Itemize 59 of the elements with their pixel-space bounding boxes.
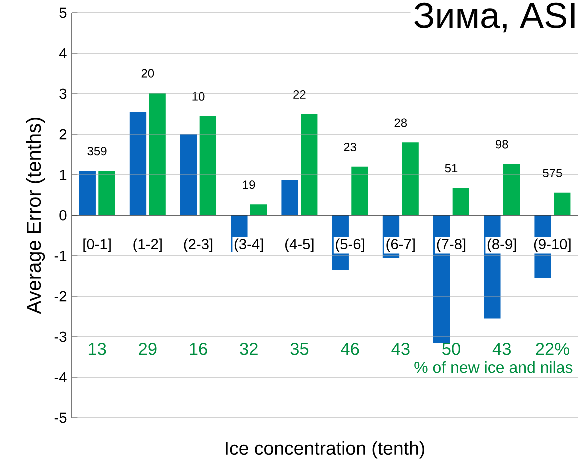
annotation: 10 [192,92,205,101]
chart-title: Зима, ASI [414,2,575,33]
y-tick-label: -3 [54,332,67,342]
bar [149,93,166,216]
y-tick-label: -1 [54,250,67,261]
y-tick-label: 3 [60,88,67,100]
bar [79,170,96,216]
y-tick-label: 2 [60,129,67,140]
bar [301,114,318,216]
annotation: 22% [536,342,570,356]
x-tick-label: [0-1] [84,238,111,252]
x-axis-title: Ice concentration (tenth) [226,441,424,459]
x-tick-label: (5-6] [336,238,364,252]
annotation: 29 [139,342,157,356]
x-tick-label: (2-3] [184,238,213,252]
y-tick-label: -5 [54,412,67,424]
annotation: 13 [88,342,106,356]
annotation: 43 [392,342,410,356]
annotation: % of new ice and nilas [414,361,573,374]
annotation: 22 [294,90,306,99]
annotation: 43 [492,342,511,356]
annotation: 575 [543,168,562,178]
annotation: 23 [344,142,356,152]
bar [180,134,198,216]
annotation: 16 [190,342,208,356]
annotation: 32 [240,342,258,356]
bar [130,112,147,216]
y-tick-label: -4 [54,372,67,382]
bar [452,188,470,216]
bar [200,116,217,216]
bar [402,142,419,216]
annotation: 20 [142,69,154,78]
bar [250,204,268,216]
bar [503,164,520,216]
bar [282,180,298,216]
x-tick-label: (7-8] [437,238,466,252]
bar [98,170,116,216]
x-tick-label: (4-5] [286,238,314,252]
x-tick-label: (1-2] [134,238,162,252]
annotation: 46 [341,342,360,356]
annotation: 359 [88,146,107,156]
y-tick-label: -2 [54,291,67,302]
annotation: 98 [496,140,508,149]
y-tick-label: 4 [59,48,67,58]
y-tick-label: 5 [60,8,67,18]
x-tick-label: (3-4] [234,238,264,252]
x-tick-label: (9-10] [534,238,571,252]
annotation: 35 [290,342,309,356]
bar [352,166,368,216]
annotation: 28 [394,118,408,128]
y-tick-label: 0 [60,210,67,221]
x-tick-label: (8-9] [488,238,516,252]
annotation: 51 [445,164,458,172]
y-axis-title: Average Error (tenths) [26,118,46,314]
y-tick-label: 1 [60,170,67,180]
annotation: 19 [243,180,256,190]
annotation: 50 [442,342,460,356]
bar [554,192,571,216]
x-tick-label: (6-7] [386,238,415,252]
